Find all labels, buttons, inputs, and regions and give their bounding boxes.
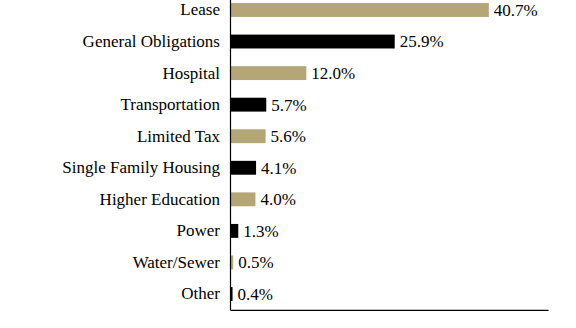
data-label: 0.5% bbox=[238, 253, 273, 272]
data-label: 1.3% bbox=[243, 222, 278, 241]
bar bbox=[230, 98, 266, 112]
bar bbox=[230, 161, 256, 175]
x-axis bbox=[231, 310, 549, 311]
y-axis-line bbox=[230, 0, 231, 310]
y-axis: Lease General Obligations Hospital Transpor… bbox=[62, 0, 230, 310]
bar bbox=[230, 66, 306, 80]
category-label: General Obligations bbox=[83, 32, 220, 51]
bar bbox=[230, 35, 395, 49]
y-tick: Water/Sewer bbox=[133, 253, 230, 272]
data-label: 4.1% bbox=[261, 159, 296, 178]
data-label: 5.7% bbox=[271, 96, 306, 115]
bar bbox=[230, 192, 255, 206]
y-tick: Hospital bbox=[162, 64, 230, 83]
y-tick: Transportation bbox=[121, 95, 231, 114]
bar bbox=[230, 129, 266, 143]
data-label: 0.4% bbox=[238, 285, 273, 304]
category-label: Limited Tax bbox=[137, 127, 221, 146]
category-label: Single Family Housing bbox=[62, 158, 220, 177]
plot: Lease General Obligations Hospital Transpor… bbox=[62, 0, 548, 310]
data-label: 12.0% bbox=[311, 64, 355, 83]
data-label: 25.9% bbox=[400, 32, 444, 51]
data-label: 40.7% bbox=[494, 1, 538, 20]
y-tick: Higher Education bbox=[100, 190, 230, 209]
y-tick: Other bbox=[181, 284, 230, 303]
category-label: Other bbox=[181, 284, 220, 303]
x-axis-line bbox=[231, 310, 549, 311]
chart-container: Lease General Obligations Hospital Transpor… bbox=[0, 0, 576, 328]
category-label: Transportation bbox=[121, 95, 221, 114]
data-label: 5.6% bbox=[271, 127, 306, 146]
y-tick: Power bbox=[177, 221, 230, 240]
data-labels: 40.7% 25.9% 12.0% 5.7% 5.6% 4.1% 4.0% 1.3% 0.5% 0… bbox=[238, 1, 538, 304]
chart-svg: Lease General Obligations Hospital Transpor… bbox=[0, 0, 576, 328]
y-tick: Lease bbox=[180, 0, 230, 19]
bar bbox=[230, 224, 238, 238]
category-label: Hospital bbox=[162, 64, 220, 83]
category-label: Lease bbox=[180, 0, 220, 19]
category-label: Power bbox=[177, 221, 221, 240]
data-label: 4.0% bbox=[260, 190, 295, 209]
y-tick: General Obligations bbox=[83, 32, 230, 51]
bar bbox=[230, 3, 489, 17]
y-tick: Single Family Housing bbox=[62, 158, 230, 177]
y-tick: Limited Tax bbox=[137, 127, 230, 146]
category-label: Higher Education bbox=[100, 190, 221, 209]
category-label: Water/Sewer bbox=[133, 253, 221, 272]
bars bbox=[230, 3, 489, 301]
